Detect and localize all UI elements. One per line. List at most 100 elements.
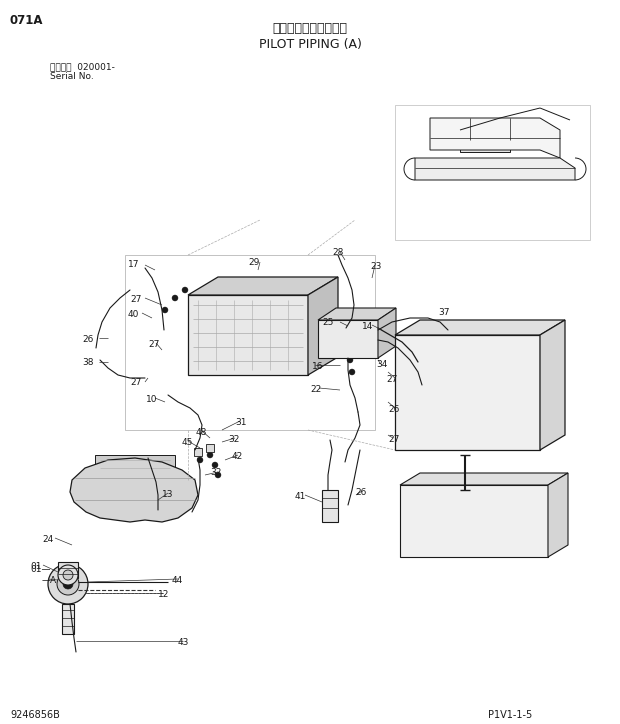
Bar [58,562,78,578]
Circle shape [483,390,489,395]
Text: 22: 22 [310,385,321,394]
Bar [125,255,375,430]
Circle shape [276,308,286,318]
Text: 01—: 01— [30,565,50,574]
Text: 32: 32 [228,435,239,444]
Text: 01: 01 [30,562,42,571]
Text: 13: 13 [162,490,174,499]
Circle shape [81,476,109,504]
Circle shape [434,371,478,415]
Text: 43: 43 [178,638,189,647]
Polygon shape [318,320,378,358]
Circle shape [251,330,261,340]
Circle shape [500,136,510,146]
Text: 適用号機  020001-: 適用号機 020001- [50,62,115,71]
Circle shape [197,457,203,463]
Text: 27: 27 [130,378,141,387]
Circle shape [212,462,218,468]
Circle shape [226,330,236,340]
Circle shape [172,295,178,301]
Circle shape [251,352,261,362]
Text: 41: 41 [295,492,306,501]
Text: 26: 26 [388,405,399,414]
Text: パイロット配管（Ａ）: パイロット配管（Ａ） [273,22,347,35]
Circle shape [226,308,236,318]
Text: 48: 48 [196,428,207,437]
Circle shape [418,355,494,431]
Text: 27: 27 [130,295,141,304]
Circle shape [349,369,355,375]
Polygon shape [70,458,198,522]
Circle shape [276,352,286,362]
Circle shape [63,579,73,589]
Polygon shape [400,473,568,485]
Bar [395,105,590,240]
Circle shape [428,372,435,378]
Circle shape [201,308,211,318]
Text: 26: 26 [82,335,94,344]
Text: 17: 17 [128,260,140,269]
Text: 28: 28 [332,248,343,257]
Circle shape [251,308,261,318]
Text: 24: 24 [42,535,53,544]
Text: —A: —A [42,576,57,585]
Circle shape [428,407,435,413]
Text: 071A: 071A [10,14,43,27]
Polygon shape [308,277,338,375]
Bar [322,490,338,522]
Circle shape [276,330,286,340]
Text: 23: 23 [370,262,381,271]
Text: 32: 32 [210,468,221,477]
Bar [95,455,175,477]
Text: 44: 44 [172,576,184,585]
Circle shape [154,484,170,500]
Circle shape [162,307,168,313]
Circle shape [477,407,483,413]
Circle shape [201,330,211,340]
Circle shape [134,480,150,496]
Bar [62,604,74,634]
Circle shape [110,480,126,496]
Circle shape [58,565,78,585]
Polygon shape [400,485,548,557]
Polygon shape [548,473,568,557]
Circle shape [87,482,103,498]
Text: Serial No.: Serial No. [50,72,94,81]
Circle shape [148,478,176,506]
Circle shape [513,136,523,146]
Text: 9246856B: 9246856B [10,710,60,720]
Text: P1V1-1-5: P1V1-1-5 [488,710,532,720]
Circle shape [57,573,79,595]
Polygon shape [395,320,565,335]
Text: 27: 27 [148,340,159,349]
Text: 12: 12 [158,590,169,599]
Text: 42: 42 [232,452,243,461]
Circle shape [347,357,353,363]
Circle shape [207,452,213,458]
Text: 40: 40 [128,310,140,319]
Circle shape [48,564,88,604]
Circle shape [487,136,497,146]
Text: 37: 37 [438,308,450,317]
Circle shape [444,418,449,424]
Circle shape [361,334,371,344]
Polygon shape [188,295,308,375]
Bar [206,444,214,452]
Text: 31: 31 [235,418,247,427]
Polygon shape [318,308,396,320]
Bar [460,130,510,152]
Circle shape [215,472,221,478]
Text: 34: 34 [376,360,388,369]
Circle shape [104,474,132,502]
Circle shape [477,372,483,378]
Text: 14: 14 [362,322,373,331]
Circle shape [343,334,353,344]
Polygon shape [540,320,565,450]
Text: 25: 25 [322,318,334,327]
Text: 38: 38 [82,358,94,367]
Bar [194,448,202,456]
Polygon shape [395,335,540,450]
Text: 27: 27 [386,375,397,384]
Text: 26: 26 [355,488,366,497]
Text: 27: 27 [388,435,399,444]
